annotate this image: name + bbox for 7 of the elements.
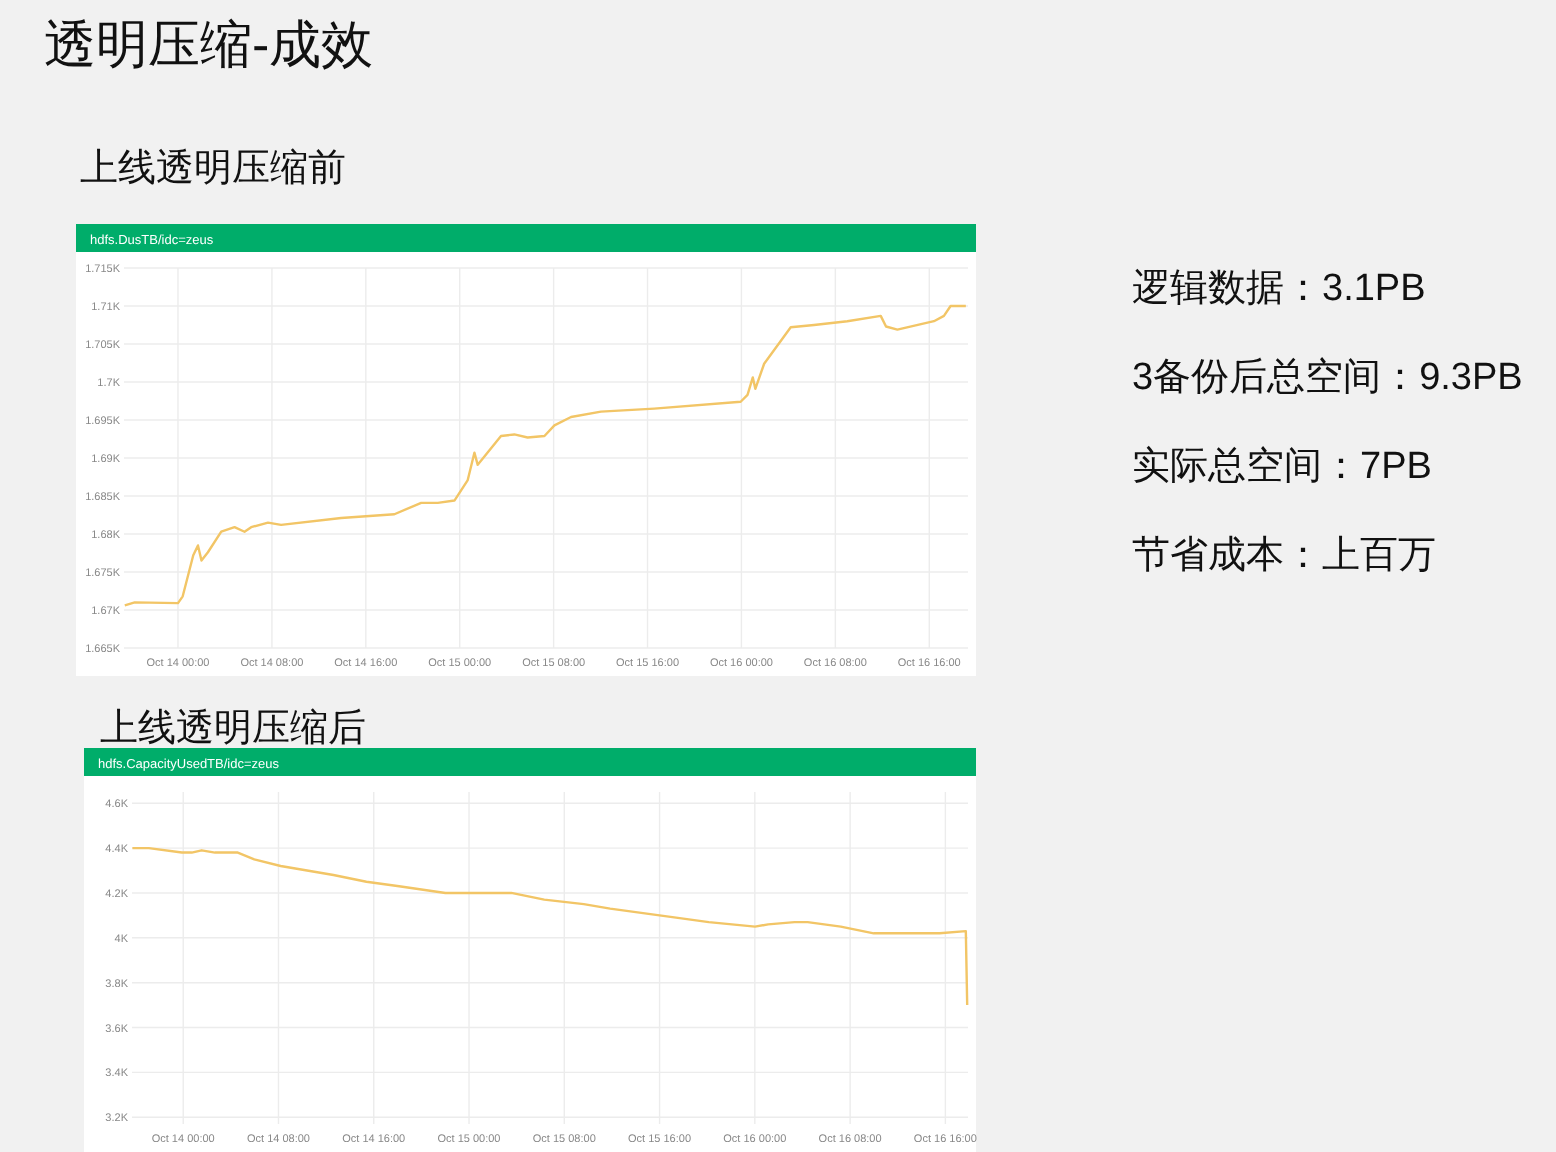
text: 逻辑数据：3.1PB	[1132, 268, 1426, 310]
text: 节省成本：上百万	[1132, 535, 1436, 577]
text: 透明压缩-成效	[44, 14, 374, 74]
chart-title: 上线透明压缩前	[80, 148, 346, 190]
chart-title: 上线透明压缩后	[100, 708, 366, 750]
text: 实际总空间：7PB	[1132, 444, 1432, 488]
text: 3备份后总空间：9.3PB	[1132, 355, 1523, 399]
